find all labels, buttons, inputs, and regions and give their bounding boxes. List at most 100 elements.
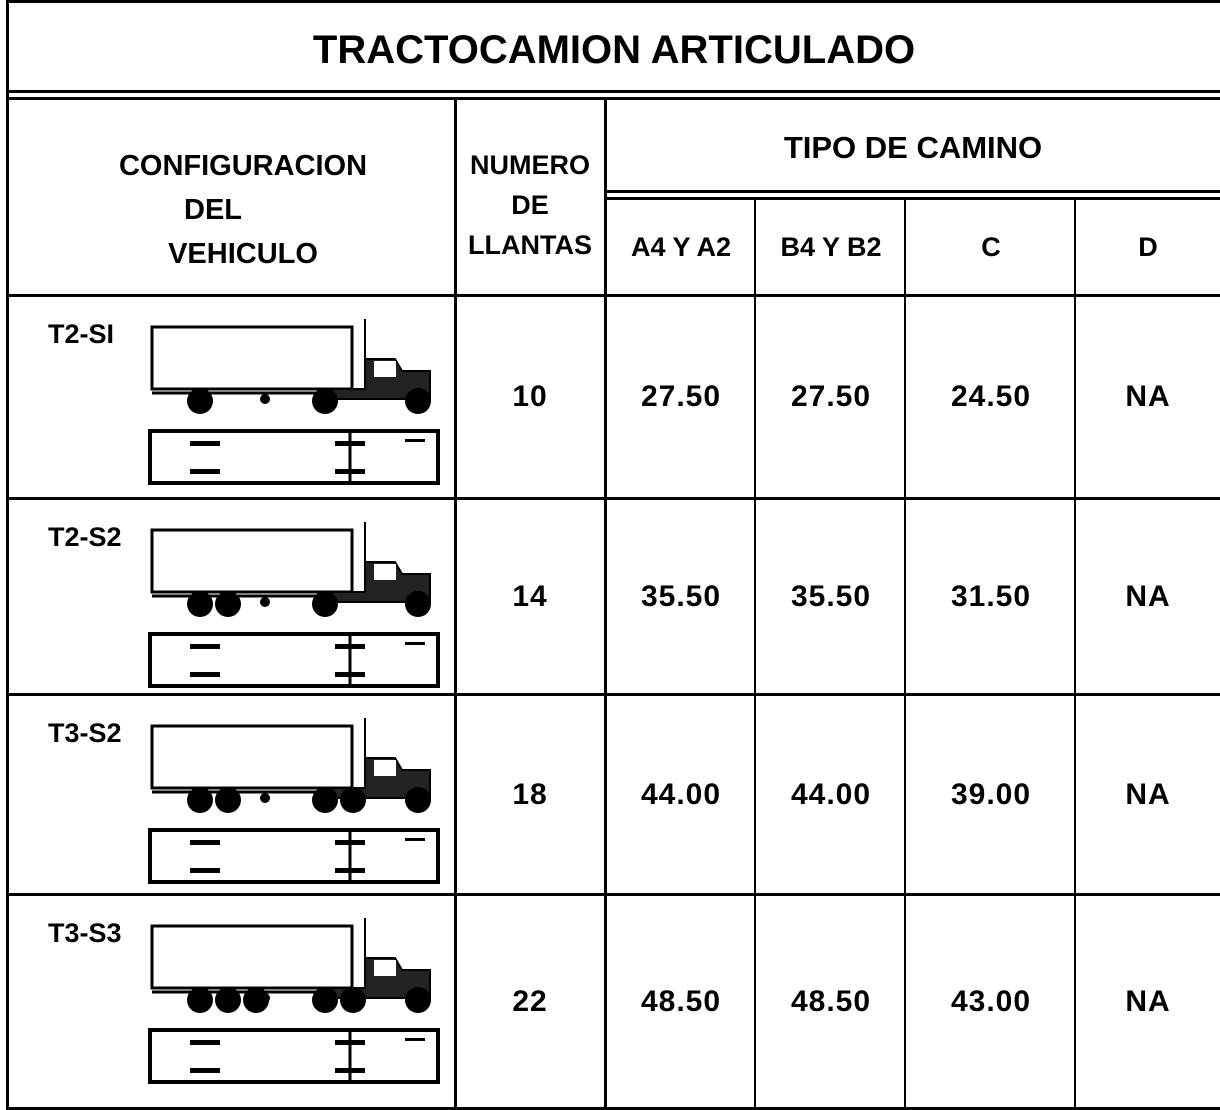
truck-part — [335, 469, 365, 474]
vehicle-code: T2-S2 — [48, 522, 122, 552]
title: TRACTOCAMION ARTICULADO — [312, 27, 916, 72]
truck-part — [405, 838, 425, 841]
truck-part — [190, 840, 220, 845]
table-cell: 48.50 — [640, 984, 722, 1018]
truck-part — [260, 993, 270, 1003]
truck-part — [148, 828, 440, 884]
col-line — [454, 100, 457, 1107]
truck-part — [187, 388, 213, 414]
truck-part — [405, 388, 431, 414]
truck-part — [190, 441, 220, 446]
table-cell: 22 — [512, 984, 548, 1018]
truck-part — [340, 987, 366, 1013]
header-line: DEL — [184, 194, 242, 226]
truck-part — [150, 724, 354, 790]
truck-part — [405, 1038, 425, 1041]
table-cell: 10 — [512, 380, 548, 413]
truck-part — [312, 388, 338, 414]
row-line — [6, 497, 1220, 500]
truck-part — [187, 787, 213, 813]
road-column: B4 Y B2 — [780, 231, 882, 262]
truck-part — [150, 528, 354, 594]
table-cell: 48.50 — [790, 984, 872, 1018]
col-line — [754, 200, 756, 1107]
road-type-header: TIPO DE CAMINO — [783, 129, 1043, 165]
truck-part — [190, 868, 220, 873]
truck-part — [405, 439, 425, 442]
table-cell: NA — [1125, 984, 1171, 1018]
truck-part — [190, 469, 220, 474]
header-line: DE — [511, 190, 549, 220]
config-header: CONFIGURACION DEL VEHICULO — [8, 140, 478, 280]
vehicle-code: T3-S3 — [48, 918, 122, 948]
table-cell: 27.50 — [790, 380, 872, 413]
frame — [6, 0, 1220, 1110]
truck-part — [319, 319, 431, 400]
table-cell: 35.50 — [790, 579, 872, 613]
vehicle-code: T3-S2 — [48, 718, 122, 748]
table-cell: 24.50 — [950, 380, 1032, 413]
truck-part — [374, 760, 396, 776]
truck-part — [190, 644, 220, 649]
truck-part — [405, 642, 425, 645]
header-line: NUMERO — [470, 150, 590, 180]
truck-part — [319, 918, 431, 999]
truck-part — [312, 787, 338, 813]
truck-part — [215, 591, 241, 617]
table-cell: 14 — [512, 579, 548, 613]
col-line — [604, 100, 607, 1107]
truck-part — [405, 987, 431, 1013]
truck-part — [312, 987, 338, 1013]
truck-part — [260, 597, 270, 607]
table-cell: 39.00 — [950, 777, 1032, 811]
truck-part — [150, 325, 354, 391]
road-column: C — [981, 231, 1001, 262]
truck-part — [190, 672, 220, 677]
col-line — [1074, 200, 1076, 1107]
vehicle-code: T2-SI — [48, 319, 115, 349]
truck-part — [374, 361, 396, 377]
table-cell: 43.00 — [950, 984, 1032, 1018]
road-column: A4 Y A2 — [630, 231, 732, 262]
truck-part — [260, 793, 270, 803]
truck-part — [335, 672, 365, 677]
truck-drawing — [148, 718, 440, 884]
truck-part — [187, 987, 213, 1013]
truck-part — [319, 522, 431, 603]
table-cell: 27.50 — [640, 380, 722, 413]
truck-part — [335, 840, 365, 845]
truck-part — [260, 394, 270, 404]
truck-part — [187, 591, 213, 617]
table-cell: NA — [1125, 380, 1171, 413]
truck-part — [335, 868, 365, 873]
col-line — [904, 200, 906, 1107]
truck-drawing — [148, 522, 440, 688]
truck-part — [374, 960, 396, 976]
truck-part — [340, 787, 366, 813]
row-line — [6, 294, 1220, 297]
table-cell: 18 — [512, 777, 548, 811]
truck-part — [335, 644, 365, 649]
table-cell: NA — [1125, 777, 1171, 811]
table-cell: 35.50 — [640, 579, 722, 613]
truck-part — [150, 924, 354, 990]
header-line: VEHICULO — [168, 238, 318, 270]
truck-part — [335, 441, 365, 446]
row-line — [6, 893, 1220, 896]
truck-part — [405, 787, 431, 813]
header-line: LLANTAS — [468, 230, 592, 260]
truck-part — [148, 429, 440, 485]
truck-part — [319, 718, 431, 799]
truck-part — [215, 787, 241, 813]
double-rule — [606, 190, 1220, 200]
truck-part — [374, 564, 396, 580]
truck-drawing — [148, 918, 440, 1084]
double-rule — [6, 90, 1220, 100]
table-cell: 44.00 — [790, 777, 872, 811]
truck-part — [190, 1040, 220, 1045]
truck-part — [190, 1068, 220, 1073]
truck-part — [148, 1028, 440, 1084]
truck-part — [335, 1040, 365, 1045]
truck-part — [215, 987, 241, 1013]
